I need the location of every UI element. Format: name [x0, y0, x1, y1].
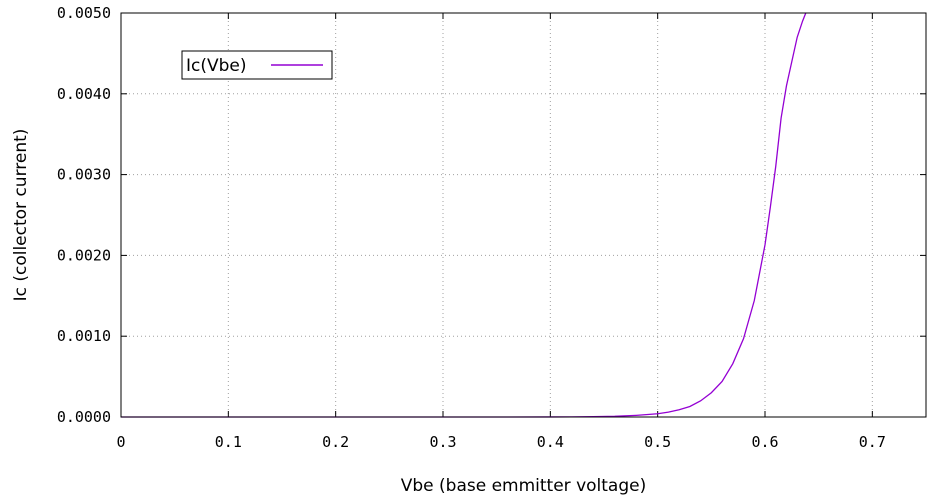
grid-lines — [121, 13, 926, 417]
y-tick-label: 0.0030 — [57, 166, 111, 184]
x-axis-title: Vbe (base emmitter voltage) — [401, 476, 646, 496]
x-tick-labels: 0 0.1 0.2 0.3 0.4 0.5 0.6 0.7 — [116, 433, 885, 451]
y-tick-label: 0.0040 — [57, 85, 111, 103]
x-tick-label: 0.7 — [859, 433, 886, 451]
y-tick-labels: 0.0000 0.0010 0.0020 0.0030 0.0040 0.0050 — [57, 4, 111, 426]
y-tick-label: 0.0020 — [57, 246, 111, 264]
x-tick-label: 0.6 — [751, 433, 778, 451]
legend: Ic(Vbe) — [181, 50, 333, 80]
y-tick-label: 0.0000 — [57, 408, 111, 426]
y-tick-label: 0.0010 — [57, 327, 111, 345]
legend-label: Ic(Vbe) — [186, 56, 247, 76]
plot-frame — [120, 12, 927, 418]
y-tick-label: 0.0050 — [57, 4, 111, 22]
x-tick-label: 0.4 — [537, 433, 564, 451]
x-tick-label: 0.3 — [429, 433, 456, 451]
x-tick-label: 0.1 — [215, 433, 242, 451]
x-tick-label: 0 — [116, 433, 125, 451]
y-axis-title: Ic (collector current) — [11, 129, 31, 302]
x-tick-label: 0.5 — [644, 433, 671, 451]
x-tick-label: 0.2 — [322, 433, 349, 451]
